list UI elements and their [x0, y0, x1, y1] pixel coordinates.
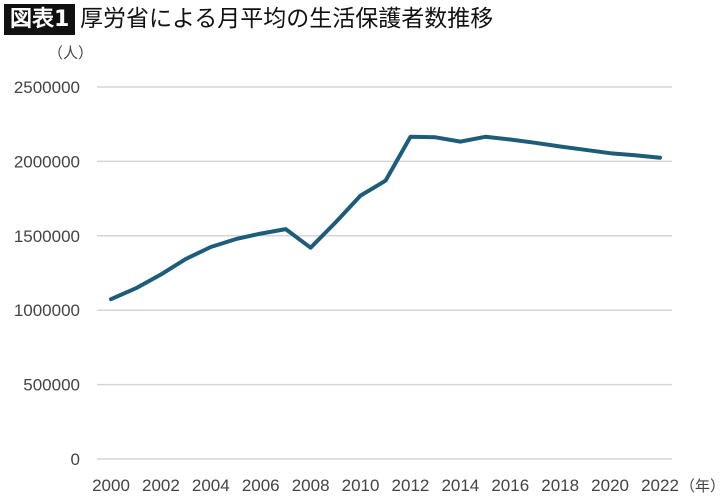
figure-badge: 図表1	[4, 4, 76, 35]
x-tick-label: 2006	[242, 476, 280, 495]
x-tick-label: 2008	[292, 476, 330, 495]
x-tick-label: 2014	[441, 476, 479, 495]
x-tick-label: 2020	[591, 476, 629, 495]
y-tick-label: 1000000	[14, 301, 80, 320]
x-tick-label: 2000	[92, 476, 130, 495]
x-tick-label: 2022	[641, 476, 679, 495]
x-tick-label: 2016	[491, 476, 529, 495]
y-axis-unit: （人）	[48, 44, 93, 62]
x-axis-unit: （年）	[680, 477, 720, 495]
y-tick-label: 500000	[23, 376, 80, 395]
y-tick-label: 0	[71, 450, 80, 469]
y-tick-label: 2500000	[14, 78, 80, 97]
y-tick-label: 2000000	[14, 152, 80, 171]
y-tick-label: 1500000	[14, 227, 80, 246]
x-tick-label: 2002	[142, 476, 180, 495]
chart-title: 厚労省による月平均の生活保護者数推移	[80, 6, 494, 32]
x-tick-label: 2004	[192, 476, 230, 495]
x-tick-label: 2010	[342, 476, 380, 495]
series-line	[109, 134, 662, 302]
x-tick-label: 2012	[392, 476, 430, 495]
x-tick-label: 2018	[541, 476, 579, 495]
